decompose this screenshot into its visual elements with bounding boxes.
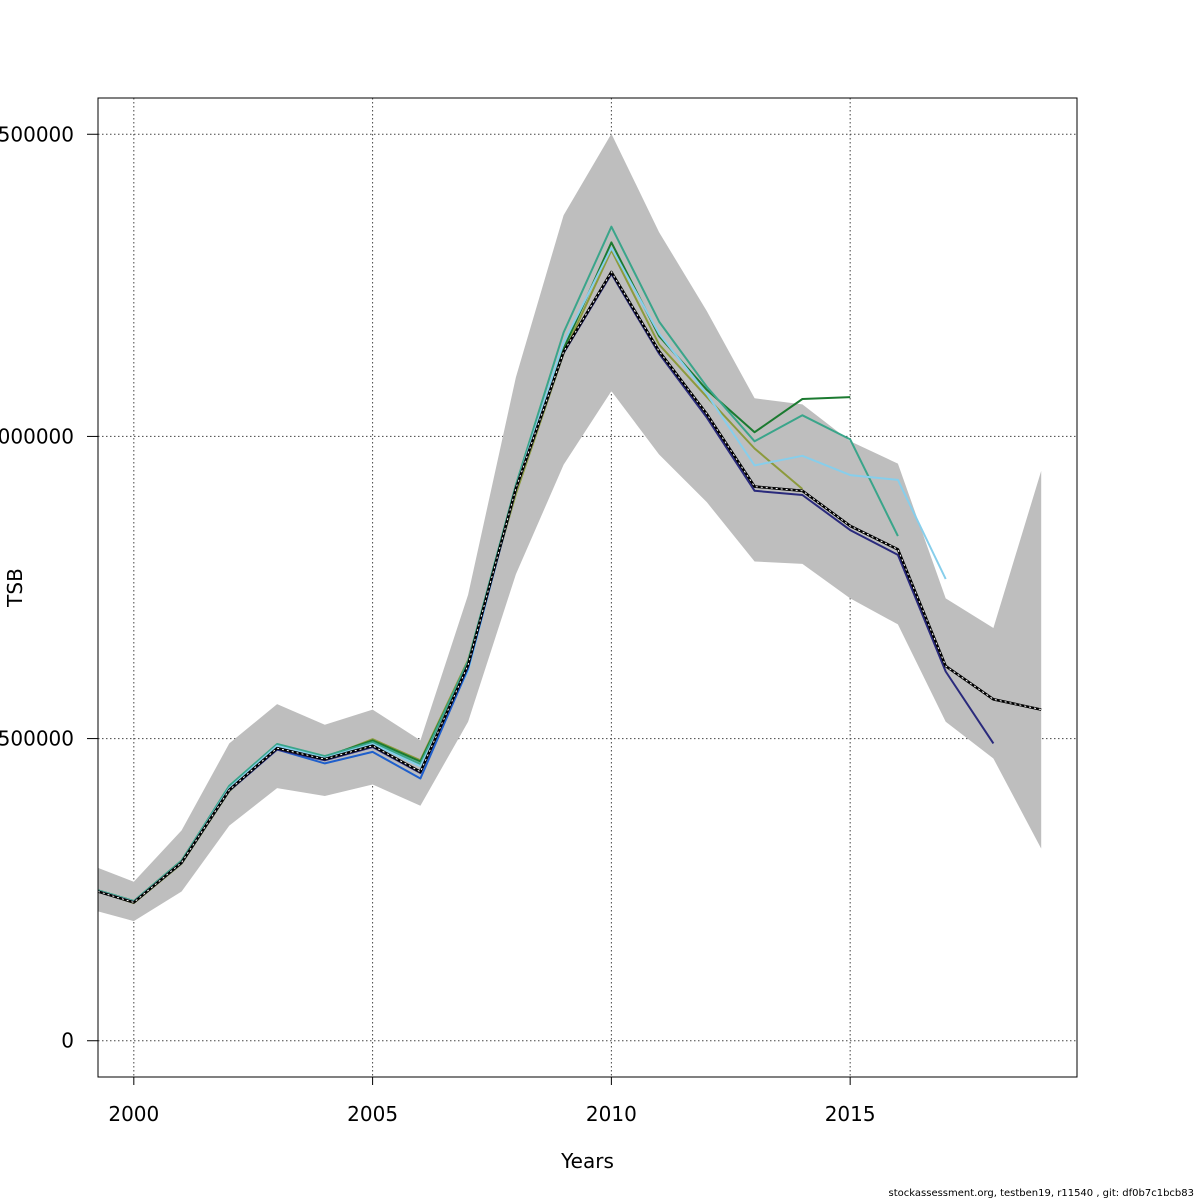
axis-layer: 2000 2005 2010 2015 0 500000 1000000 1500000 bbox=[0, 122, 876, 1126]
y-tick-label: 1500000 bbox=[0, 122, 74, 146]
series-layer bbox=[97, 225, 1042, 904]
y-axis-title: TSB bbox=[3, 568, 27, 608]
x-tick-label: 2005 bbox=[347, 1102, 398, 1126]
series-line-dash bbox=[97, 271, 1042, 903]
y-tick-label: 500000 bbox=[0, 727, 74, 751]
confidence-band-layer bbox=[98, 133, 1042, 922]
x-axis-title: Years bbox=[560, 1149, 614, 1173]
plot-frame bbox=[97, 97, 1078, 1078]
confidence-band bbox=[98, 133, 1042, 922]
y-tick-label: 1000000 bbox=[0, 424, 74, 448]
x-tick-label: 2000 bbox=[108, 1102, 159, 1126]
x-tick-label: 2010 bbox=[586, 1102, 637, 1126]
footer-credit: stockassessment.org, testben19, r11540 ,… bbox=[888, 1188, 1194, 1199]
x-tick-label: 2015 bbox=[825, 1102, 876, 1126]
y-tick-label: 0 bbox=[61, 1029, 74, 1053]
